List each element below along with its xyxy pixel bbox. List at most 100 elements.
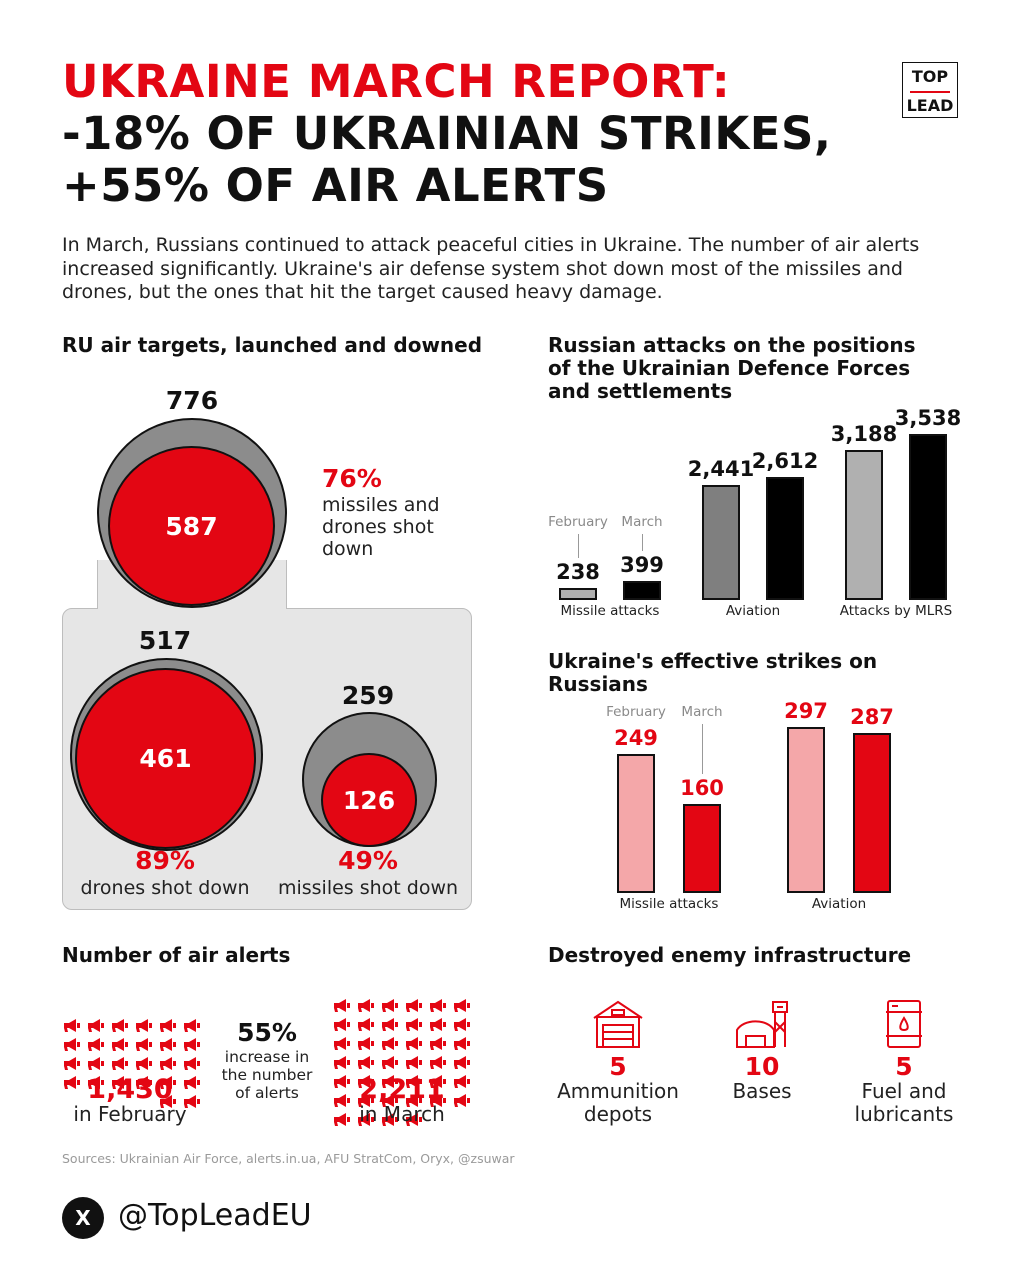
megaphone-icon	[452, 998, 471, 1013]
total-launched-label: 776	[165, 386, 219, 415]
february-alerts-caption: in February	[73, 1102, 187, 1126]
megaphone-icon	[110, 1037, 129, 1052]
bar-c1-0-1	[623, 581, 661, 600]
megaphone-icon	[428, 1055, 447, 1070]
megaphone-icon	[404, 1017, 423, 1032]
category-c2-1: Aviation	[811, 896, 867, 912]
bar-c1-2-1	[909, 434, 947, 600]
megaphone-icon	[110, 1075, 129, 1090]
bases-value: 10	[744, 1052, 780, 1081]
megaphone-icon	[158, 1075, 177, 1090]
megaphone-icon	[134, 1056, 153, 1071]
megaphone-icon	[86, 1075, 105, 1090]
megaphone-icon	[404, 1055, 423, 1070]
drones-pct: 89%	[135, 846, 195, 875]
megaphone-icon	[356, 1112, 375, 1127]
megaphone-icon	[134, 1075, 153, 1090]
megaphone-icon	[62, 1037, 81, 1052]
title-line-3: +55% OF AIR ALERTS	[62, 159, 609, 212]
megaphone-icon	[380, 1074, 399, 1089]
missiles-launched-label: 259	[341, 681, 395, 710]
megaphone-icon	[134, 1037, 153, 1052]
intro-paragraph: In March, Russians continued to attack p…	[62, 234, 920, 303]
megaphone-icon	[182, 1075, 201, 1090]
megaphone-icon	[356, 1074, 375, 1089]
megaphone-icon	[404, 1036, 423, 1051]
bar-value-c2-0-0: 249	[614, 725, 658, 750]
megaphone-icon	[380, 1055, 399, 1070]
chart2-title: Ukraine's effective strikes on Russians	[548, 649, 878, 696]
bar-c2-1-1	[853, 732, 891, 893]
leader-c1-1	[642, 534, 643, 552]
march-alerts-caption: in March	[359, 1102, 445, 1126]
total-downed-circle: 587	[108, 446, 275, 606]
megaphone-icon	[182, 1056, 201, 1071]
bar-value-c2-0-1: 160	[680, 775, 724, 800]
toplead-logo: TOP LEAD	[902, 62, 958, 118]
megaphone-icon	[356, 1036, 375, 1051]
megaphone-icon	[86, 1056, 105, 1071]
megaphone-icon	[158, 1037, 177, 1052]
megaphone-icon	[332, 1017, 351, 1032]
bases-caption: Bases	[732, 1079, 792, 1103]
megaphone-icon	[158, 1094, 177, 1109]
megaphone-icon	[110, 1056, 129, 1071]
social-handle[interactable]: @TopLeadEU	[118, 1198, 312, 1233]
x-logo-icon[interactable]: X	[62, 1197, 104, 1239]
megaphone-icon	[182, 1037, 201, 1052]
bar-value-c2-1-1: 287	[850, 704, 894, 729]
megaphone-icon	[332, 1112, 351, 1127]
alerts-increase-text: increase in the number of alerts	[221, 1048, 313, 1102]
megaphone-icon	[86, 1037, 105, 1052]
megaphone-icon	[404, 998, 423, 1013]
ammunition-depots-value: 5	[609, 1052, 627, 1081]
megaphone-icon	[428, 1074, 447, 1089]
megaphone-icon	[356, 1017, 375, 1032]
megaphone-icon	[356, 998, 375, 1013]
drones-downed-label: 461	[139, 744, 192, 773]
megaphone-icon	[158, 1056, 177, 1071]
megaphone-icon	[404, 1093, 423, 1108]
bar-value-c1-1-0: 2,441	[687, 457, 755, 482]
march-alerts-value: 2,211	[359, 1074, 445, 1105]
megaphone-icon	[158, 1018, 177, 1033]
fuel-caption: Fuel and lubricants	[854, 1079, 954, 1126]
megaphone-icon	[62, 1018, 81, 1033]
total-downed-label: 587	[165, 511, 218, 541]
missiles-downed-label: 126	[342, 785, 396, 815]
infrastructure-title: Destroyed enemy infrastructure	[548, 943, 912, 967]
bar-value-c1-0-0: 238	[556, 560, 600, 584]
megaphone-icon	[134, 1018, 153, 1033]
sources-text: Sources: Ukrainian Air Force, alerts.in.…	[62, 1151, 515, 1166]
megaphone-icon	[332, 1074, 351, 1089]
march-alerts-icons	[332, 998, 471, 1127]
legend-c2-1: March	[681, 704, 723, 720]
megaphone-icon	[452, 1017, 471, 1032]
bar-c2-1-0	[787, 727, 825, 893]
title-line-2: -18% OF UKRAINIAN STRIKES,	[62, 107, 832, 160]
title-line-1: UKRAINE MARCH REPORT:	[62, 55, 731, 108]
air-alerts-title: Number of air alerts	[62, 943, 291, 967]
logo-divider	[910, 91, 950, 93]
chart1-title: Russian attacks on the positions of the …	[548, 333, 916, 403]
bar-value-c2-1-0: 297	[784, 699, 828, 723]
fuel-barrel-icon	[886, 1000, 922, 1048]
megaphone-icon	[380, 1017, 399, 1032]
megaphone-icon	[356, 1055, 375, 1070]
total-pct: 76%	[322, 464, 382, 493]
ammunition-depots-caption: Ammunition depots	[557, 1079, 679, 1126]
x-logo-glyph: X	[75, 1206, 91, 1230]
bar-c1-2-0	[845, 450, 883, 600]
air-targets-title: RU air targets, launched and downed	[62, 333, 483, 357]
megaphone-icon	[428, 1017, 447, 1032]
megaphone-icon	[380, 998, 399, 1013]
megaphone-icon	[62, 1075, 81, 1090]
megaphone-icon	[332, 1036, 351, 1051]
category-c1-2: Attacks by MLRS	[839, 603, 953, 619]
megaphone-icon	[332, 1055, 351, 1070]
bar-c2-0-0	[617, 753, 655, 893]
megaphone-icon	[404, 1074, 423, 1089]
logo-bottom-text: LEAD	[906, 96, 954, 115]
february-alerts-icons	[62, 1018, 201, 1109]
bar-value-c1-0-1: 399	[620, 553, 664, 578]
